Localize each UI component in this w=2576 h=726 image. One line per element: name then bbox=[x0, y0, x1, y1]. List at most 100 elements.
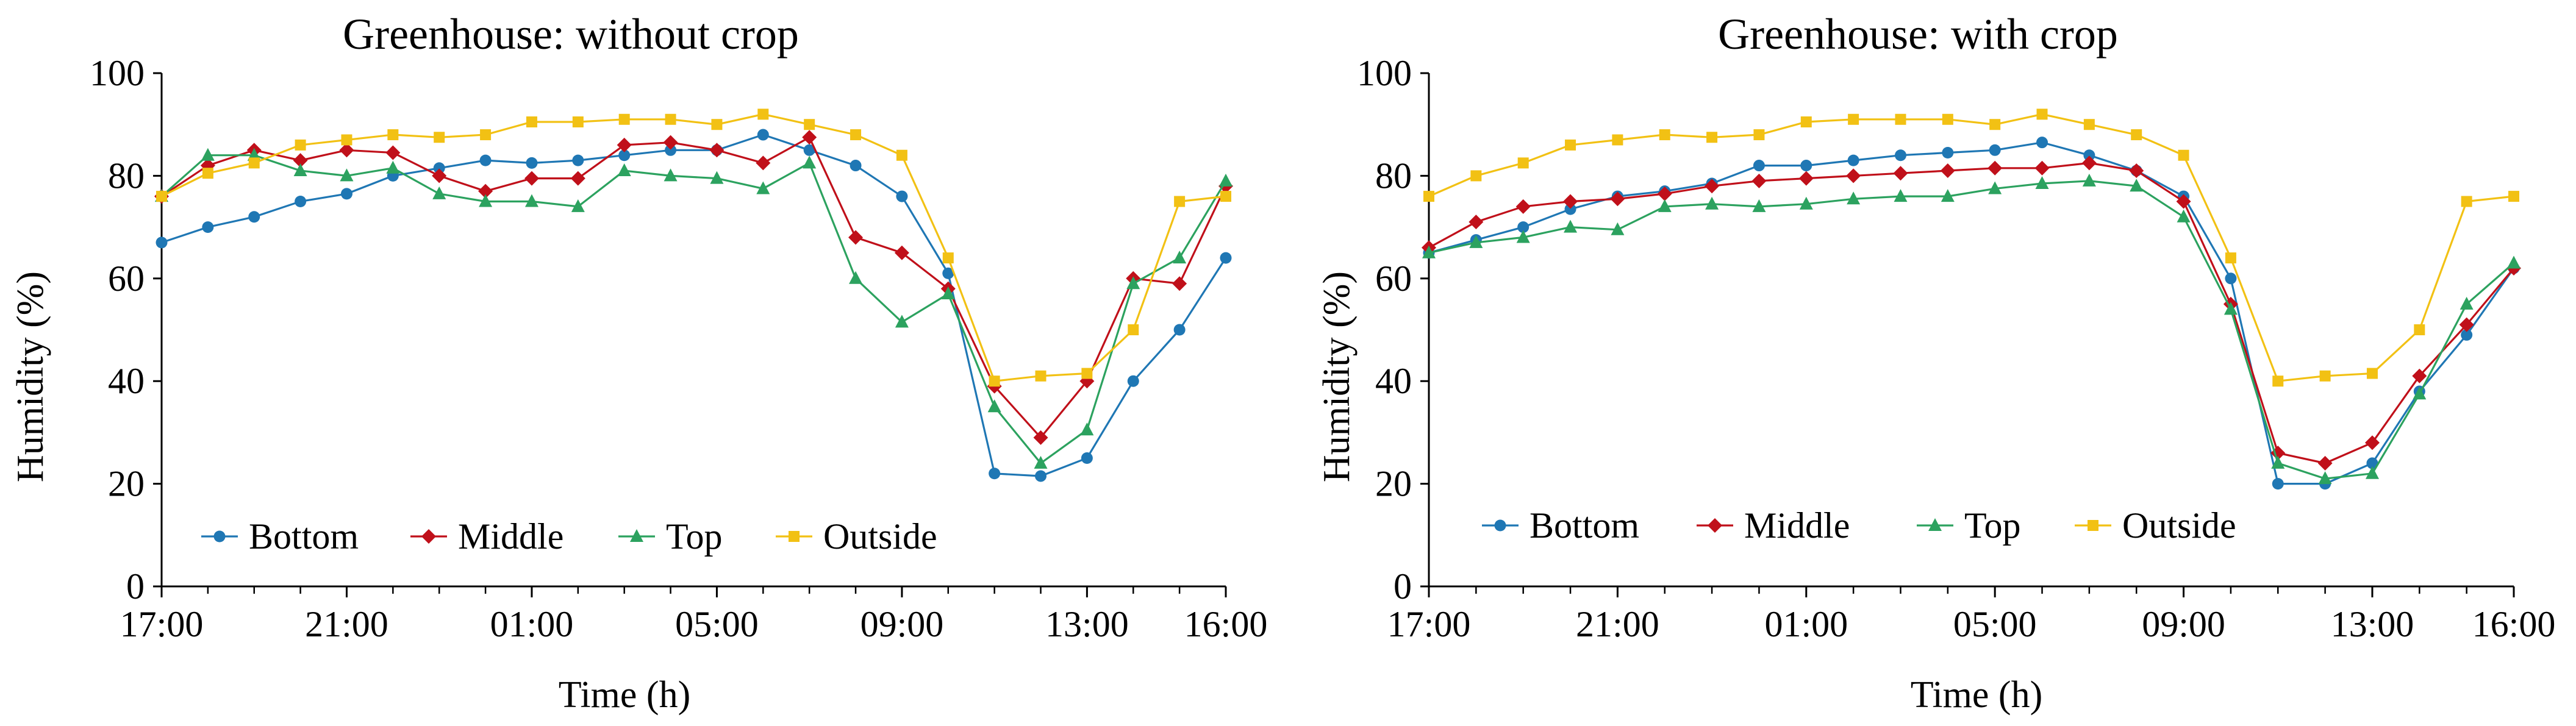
data-point-outside bbox=[1989, 119, 2001, 130]
data-point-top bbox=[1516, 230, 1530, 243]
data-point-middle bbox=[1563, 194, 1578, 209]
data-point-outside bbox=[295, 139, 306, 151]
data-point-outside bbox=[1174, 196, 1186, 207]
data-point-middle bbox=[2034, 160, 2050, 176]
data-point-middle bbox=[524, 171, 539, 186]
data-point-middle bbox=[1705, 179, 1720, 194]
data-point-middle bbox=[1751, 173, 1767, 188]
data-point-bottom bbox=[2036, 137, 2048, 149]
data-point-bottom bbox=[803, 144, 815, 156]
data-point-outside bbox=[942, 252, 954, 264]
data-point-outside bbox=[665, 113, 676, 125]
data-point-top bbox=[803, 155, 817, 169]
data-point-middle bbox=[2459, 317, 2474, 332]
data-point-middle bbox=[1172, 276, 1187, 291]
data-point-bottom bbox=[942, 267, 954, 279]
data-point-middle bbox=[1893, 166, 1908, 181]
x-tick-label: 01:00 bbox=[490, 604, 574, 644]
data-point-middle bbox=[1515, 199, 1531, 214]
data-point-top bbox=[664, 168, 678, 182]
data-point-top bbox=[2177, 209, 2191, 222]
data-point-bottom bbox=[2461, 329, 2473, 341]
data-point-top bbox=[340, 168, 354, 182]
series-line-top bbox=[1428, 180, 2515, 480]
data-point-top bbox=[2082, 173, 2096, 187]
data-point-top bbox=[756, 181, 770, 194]
data-point-middle bbox=[663, 135, 678, 150]
y-tick-label: 40 bbox=[108, 361, 145, 401]
chart-title: Greenhouse: with crop bbox=[1718, 10, 2118, 59]
series-line-bottom bbox=[161, 133, 1227, 477]
x-axis-title: Time (h) bbox=[1911, 674, 2042, 716]
data-point-outside bbox=[1895, 113, 1906, 125]
y-tick-label: 20 bbox=[108, 464, 145, 504]
data-point-outside bbox=[2225, 252, 2236, 264]
data-point-top bbox=[201, 148, 215, 161]
data-point-middle bbox=[1987, 160, 2003, 176]
data-point-top bbox=[1988, 181, 2002, 194]
legend-marker-bottom bbox=[1494, 519, 1506, 532]
data-point-bottom bbox=[572, 154, 584, 166]
data-point-top bbox=[2413, 386, 2427, 400]
x-tick-label: 13:00 bbox=[1045, 604, 1129, 644]
data-point-outside bbox=[711, 119, 723, 130]
data-point-top bbox=[2507, 255, 2521, 269]
data-point-outside bbox=[804, 119, 815, 130]
data-point-top bbox=[987, 399, 1001, 413]
x-tick-label: 16:00 bbox=[1184, 604, 1268, 644]
data-point-middle bbox=[848, 230, 864, 245]
data-point-bottom bbox=[1173, 324, 1186, 336]
data-point-top bbox=[1705, 196, 1719, 210]
data-point-top bbox=[2460, 296, 2474, 310]
data-point-top bbox=[710, 171, 724, 184]
x-axis-title: Time (h) bbox=[559, 674, 690, 716]
data-point-middle bbox=[802, 130, 817, 145]
chart-panel-with-crop: Greenhouse: with crop 0 20 40 60 80 100 17:00 2… bbox=[1316, 10, 2555, 716]
data-point-top bbox=[1894, 189, 1908, 202]
data-point-bottom bbox=[156, 237, 168, 249]
data-point-middle bbox=[339, 143, 354, 158]
data-point-bottom bbox=[2083, 149, 2095, 162]
data-point-outside bbox=[480, 129, 492, 141]
data-point-middle bbox=[385, 145, 401, 160]
data-point-outside bbox=[341, 134, 352, 146]
data-point-outside bbox=[2131, 129, 2142, 141]
data-point-outside bbox=[434, 132, 445, 143]
data-point-top bbox=[1422, 245, 1436, 258]
legend-marker-middle bbox=[421, 529, 436, 544]
data-point-middle bbox=[2412, 368, 2427, 383]
data-point-bottom bbox=[340, 188, 352, 200]
data-point-bottom bbox=[1035, 470, 1047, 482]
legend-marker-outside bbox=[2088, 520, 2098, 531]
data-point-outside bbox=[526, 116, 537, 127]
x-tick-label: 13:00 bbox=[2331, 604, 2414, 644]
y-tick-label: 20 bbox=[1375, 464, 1412, 504]
x-tick-label: 21:00 bbox=[305, 604, 388, 644]
data-point-outside bbox=[1753, 129, 1765, 141]
data-point-outside bbox=[2366, 368, 2378, 379]
data-point-outside bbox=[1565, 139, 1576, 151]
data-point-bottom bbox=[1081, 452, 1093, 464]
data-point-bottom bbox=[1220, 252, 1232, 264]
data-point-top bbox=[479, 194, 493, 207]
data-point-outside bbox=[1612, 134, 1623, 146]
data-point-middle bbox=[293, 153, 308, 168]
data-point-middle bbox=[1610, 191, 1625, 207]
y-tick-label: 0 bbox=[1394, 566, 1412, 607]
series-line-top bbox=[160, 154, 1227, 465]
data-point-outside bbox=[618, 113, 630, 125]
legend-marker-middle bbox=[1708, 518, 1722, 533]
series-line-middle bbox=[1428, 162, 2515, 464]
data-point-top bbox=[1126, 276, 1140, 290]
data-point-bottom bbox=[1989, 144, 2001, 156]
data-point-outside bbox=[1081, 368, 1093, 379]
y-tick-label: 100 bbox=[90, 53, 145, 93]
data-point-bottom bbox=[2366, 457, 2378, 469]
data-point-top bbox=[1219, 173, 1233, 187]
data-point-outside bbox=[1423, 191, 1434, 202]
data-point-outside bbox=[248, 157, 260, 169]
legend-label-bottom: Bottom bbox=[249, 516, 359, 557]
data-point-outside bbox=[2036, 109, 2048, 120]
data-point-middle bbox=[1798, 171, 1814, 186]
